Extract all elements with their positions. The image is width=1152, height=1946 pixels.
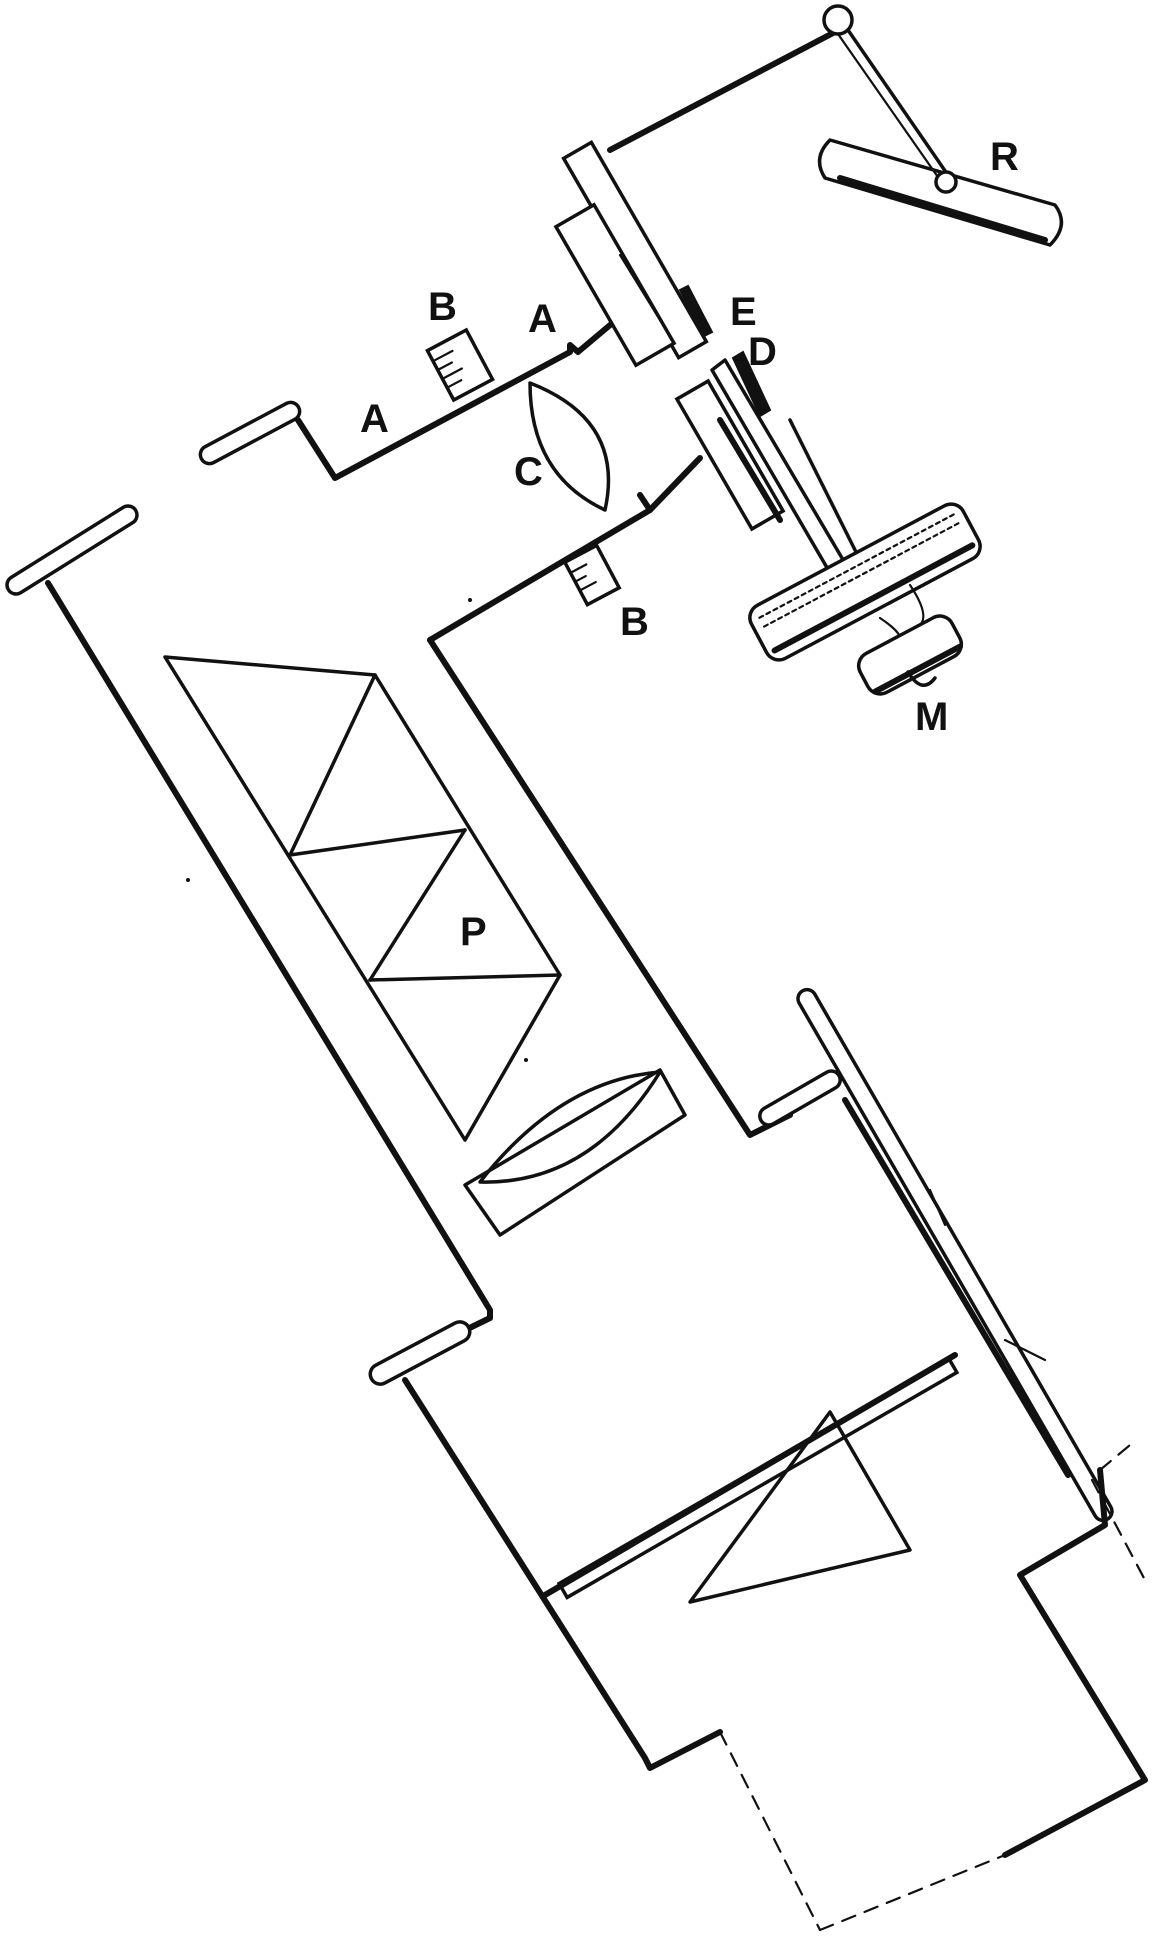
lower-main-lens bbox=[463, 1068, 687, 1237]
speck-2 bbox=[468, 598, 472, 602]
prism-outline bbox=[163, 655, 562, 1142]
upper-left-collar bbox=[198, 400, 302, 466]
lower-cross-bar-shade bbox=[542, 1352, 958, 1598]
main-tube bbox=[5, 504, 793, 1365]
rail-cross-1 bbox=[928, 1188, 947, 1227]
lens-c bbox=[528, 381, 611, 512]
lower-bottom-dashed bbox=[818, 1853, 1007, 1932]
prism-divider-1 bbox=[288, 828, 467, 857]
lower-prism bbox=[688, 1410, 912, 1604]
label-c: C bbox=[514, 450, 543, 494]
lower-cross-bar bbox=[556, 1356, 960, 1600]
crank-assembly bbox=[817, 4, 1064, 247]
label-m: M bbox=[915, 695, 948, 739]
label-a-left: A bbox=[360, 397, 389, 441]
lower-cross-plate bbox=[542, 1352, 960, 1600]
prism-diagonal-1 bbox=[288, 673, 377, 857]
slide-e-plate bbox=[553, 202, 677, 368]
upper-tube-bottom-wall bbox=[637, 455, 703, 513]
lower-left-wall bbox=[402, 1377, 723, 1771]
upper-tube-top-wall bbox=[295, 312, 625, 481]
lower-slide-plate bbox=[674, 378, 786, 532]
lower-right-wall bbox=[1002, 1467, 1148, 1858]
slide-holder bbox=[553, 29, 857, 592]
focusing-gear bbox=[748, 418, 982, 696]
right-mid-collar bbox=[758, 1069, 842, 1127]
middle-tube-top-wall bbox=[427, 507, 653, 643]
prism-p bbox=[163, 655, 562, 1142]
label-b-upper: B bbox=[428, 285, 457, 329]
rod-r bbox=[817, 138, 1064, 247]
label-r: R bbox=[990, 135, 1019, 179]
label-b-lower: B bbox=[620, 600, 649, 644]
prism-divider-2 bbox=[368, 973, 562, 982]
lower-lens-body bbox=[478, 1070, 662, 1184]
prism-diagonal-2 bbox=[368, 828, 467, 982]
right-inner-wall bbox=[842, 1097, 1071, 1478]
knob-m-shading bbox=[872, 643, 963, 695]
rod-r-shading bbox=[837, 175, 1048, 243]
right-rail bbox=[796, 987, 1147, 1582]
right-rail-bar bbox=[796, 987, 1114, 1523]
upper-tube bbox=[198, 312, 703, 643]
main-top-left-collar bbox=[5, 504, 139, 596]
label-p: P bbox=[460, 910, 487, 954]
crank-rod-outer bbox=[846, 28, 952, 180]
knob-m-foot bbox=[906, 670, 937, 687]
speck-3 bbox=[524, 1058, 528, 1062]
crank-pivot-r bbox=[934, 170, 958, 194]
gear-teeth bbox=[758, 513, 960, 628]
label-a-right: A bbox=[528, 297, 557, 341]
label-d: D bbox=[748, 330, 777, 374]
crank-rod-inner bbox=[836, 32, 942, 182]
right-top-arm bbox=[607, 29, 838, 153]
label-e: E bbox=[730, 290, 757, 334]
main-left-wall-inner bbox=[52, 593, 62, 607]
main-left-wall bbox=[45, 580, 493, 1365]
right-rail-dashed bbox=[1090, 1478, 1147, 1582]
knob-m bbox=[856, 614, 964, 696]
lower-lens-mount bbox=[463, 1068, 687, 1237]
d-plate-black-edge bbox=[717, 417, 783, 523]
d-black-strip bbox=[731, 350, 772, 418]
lower-left-wall-dashed bbox=[718, 1730, 822, 1932]
scale-b-lower bbox=[562, 542, 622, 608]
slide-e-inner-stripe bbox=[618, 253, 662, 322]
gear-bottom-shading bbox=[771, 542, 976, 654]
lower-left-collar bbox=[368, 1320, 472, 1386]
lower-section bbox=[368, 1320, 1148, 1932]
lower-right-wall-dash bbox=[1098, 1443, 1132, 1472]
speck-1 bbox=[186, 878, 190, 882]
slide-e-black-edge bbox=[678, 284, 714, 338]
rail-cross-2 bbox=[1003, 1338, 1047, 1362]
main-right-wall bbox=[427, 637, 793, 1138]
labels: A A B B C D E M P R bbox=[360, 135, 1019, 954]
gear-axle bbox=[788, 418, 862, 562]
scale-b-upper bbox=[425, 327, 495, 403]
